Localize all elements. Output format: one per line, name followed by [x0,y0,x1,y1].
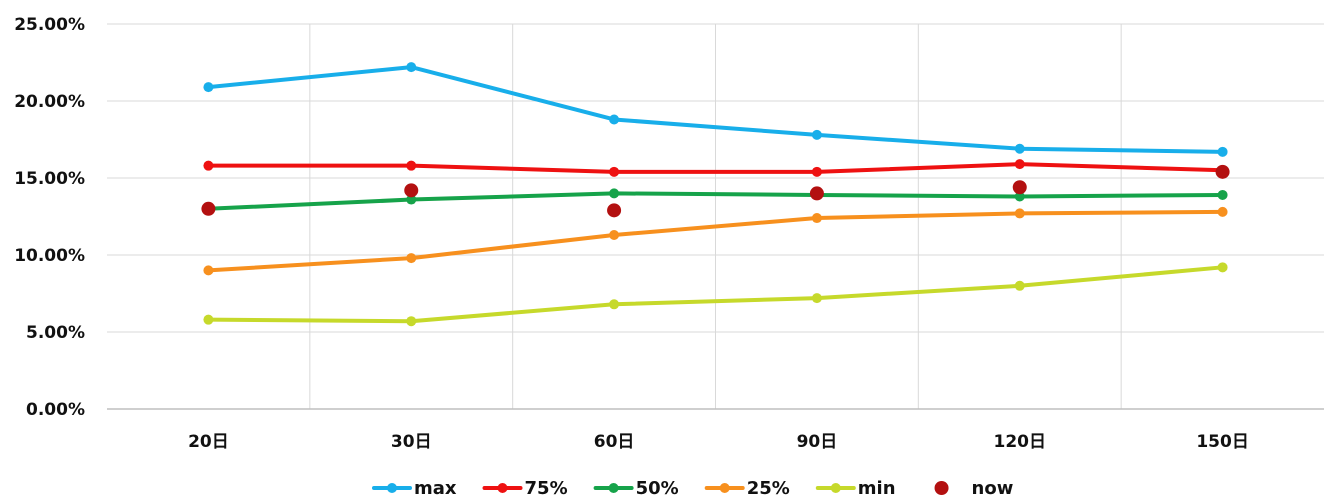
data-point-now [809,186,824,201]
data-point-max [811,129,822,140]
y-tick-label: 25.00% [14,15,85,35]
legend-item-now: now [934,478,1014,499]
data-point-25% [1217,206,1228,217]
series-max [203,62,1228,157]
y-tick-label: 10.00% [14,246,85,266]
grid-lines [107,23,1324,409]
data-point-max [1217,146,1228,157]
data-point-50% [406,194,417,205]
data-point-50% [1014,191,1025,202]
legend-swatch-marker [497,483,508,493]
legend-label: 50% [636,478,679,499]
series-layer [201,62,1230,327]
data-point-now [1012,180,1027,195]
legend-item-75%: 75% [482,478,568,499]
legend-swatch-marker [934,481,949,495]
axes: 0.00% 5.00% 10.00% 15.00% 20.00% 25.00% 20日 30日… [14,15,1324,452]
data-point-now [607,203,622,218]
data-point-75% [811,166,822,177]
data-point-min [811,293,822,304]
x-tick-label: 60日 [594,432,635,452]
series-75% [203,159,1228,177]
data-point-min [1014,280,1025,291]
legend-swatch-marker [830,483,841,493]
data-point-now [404,183,419,198]
data-point-max [406,62,417,73]
legend-swatch-marker [387,483,397,493]
series-line-50% [206,191,1225,211]
series-line-25% [206,209,1225,273]
data-point-min [609,299,620,310]
legend-label: now [972,478,1014,499]
data-point-min [203,314,214,325]
data-point-25% [203,265,214,276]
data-point-50% [609,188,620,199]
x-tick-label: 150日 [1196,432,1249,452]
legend-item-50%: 50% [593,478,679,499]
x-tick-label: 120日 [994,432,1047,452]
data-point-25% [406,253,417,264]
legend-label: 75% [525,478,568,499]
data-point-max [1014,143,1025,154]
series-min [203,262,1228,327]
legend-item-max: max [372,478,457,499]
data-point-75% [203,160,214,171]
data-point-max [609,114,620,125]
data-point-max [203,82,214,93]
series-line-max [206,65,1225,154]
data-point-25% [609,229,620,240]
legend-swatch-marker [719,483,730,493]
data-point-75% [1014,159,1025,170]
legend-item-min: min [815,478,896,499]
data-point-min [1217,262,1228,273]
series-25% [203,206,1228,276]
legend-label: 25% [747,478,790,499]
y-tick-label: 0.00% [26,400,85,420]
data-point-25% [811,213,822,224]
data-point-min [406,316,417,327]
legend-swatch-marker [608,483,619,493]
data-point-25% [1014,208,1025,219]
data-point-now [1215,164,1230,179]
legend: max 75% 50% 25% min now [372,478,1014,499]
data-point-75% [406,160,417,171]
y-tick-label: 15.00% [14,169,85,189]
x-tick-label: 90日 [797,432,838,452]
series-line-min [206,265,1225,324]
data-point-now [201,201,216,216]
y-tick-label: 20.00% [14,92,85,112]
legend-label: min [858,478,896,499]
x-tick-label: 20日 [188,432,229,452]
data-point-50% [1217,189,1228,200]
series-line-75% [206,162,1225,174]
series-now [201,164,1230,218]
legend-item-25%: 25% [704,478,790,499]
legend-label: max [414,478,457,499]
y-tick-label: 5.00% [26,323,85,343]
data-point-75% [609,166,620,177]
x-tick-label: 30日 [391,432,432,452]
